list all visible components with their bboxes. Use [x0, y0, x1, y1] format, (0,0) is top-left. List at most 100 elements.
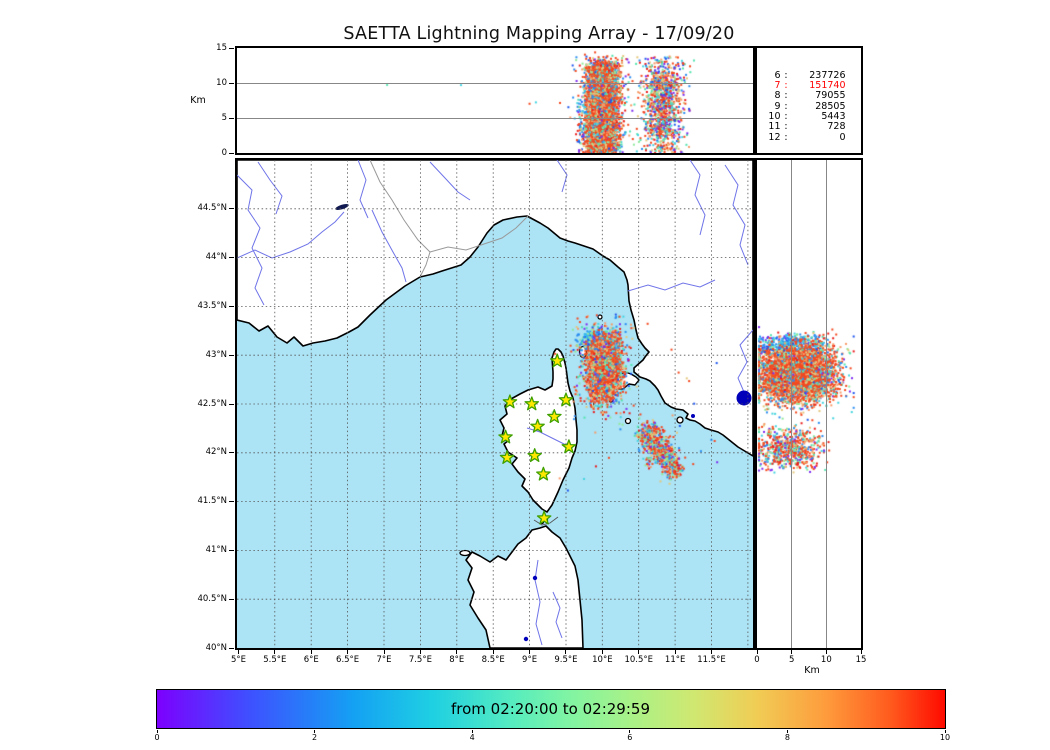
station-star-marker — [549, 352, 565, 367]
station-count-row: 10:5443 — [768, 111, 846, 123]
lon-tick — [419, 650, 421, 654]
colorbar-tick — [629, 730, 631, 733]
lat-tick-label: 41.5°N — [197, 496, 227, 507]
station-star-marker — [558, 391, 573, 406]
lat-tick-label: 41°N — [205, 544, 227, 555]
alt-tick-label: 0 — [221, 147, 227, 158]
altitude-longitude-panel — [234, 45, 755, 155]
colorbar-tick — [314, 730, 316, 733]
lon-tick-label: 7.5°E — [408, 655, 432, 665]
alt-tick-label: 15 — [855, 655, 867, 665]
lon-tick-label: 10°E — [592, 655, 613, 665]
alt-tick — [756, 650, 758, 654]
alt-tick — [229, 117, 234, 119]
station-star-marker — [502, 393, 517, 408]
station-star-marker — [529, 418, 545, 433]
station-count-row: 7:151740 — [774, 79, 846, 91]
colorbar-tick — [944, 730, 946, 733]
lon-tick — [456, 650, 458, 654]
altitude-longitude-scatter — [236, 47, 753, 153]
station-count-row: 12:0 — [768, 131, 846, 143]
station-count-row: 9:28505 — [774, 100, 846, 112]
station-star-marker — [497, 429, 513, 443]
top-panel-ylabel: Km — [190, 95, 206, 106]
alt-tick-label: 10 — [216, 77, 227, 88]
station-star-marker — [546, 408, 562, 423]
gridline — [825, 159, 827, 648]
lon-tick — [565, 650, 567, 654]
lon-tick — [711, 650, 713, 654]
page-title: SAETTA Lightning Mapping Array - 17/09/2… — [343, 24, 735, 44]
lat-tick-label: 42°N — [205, 447, 227, 458]
lon-tick — [310, 650, 312, 654]
lon-tick-label: 11°E — [664, 655, 686, 665]
colorbar: from 02:20:00 to 02:29:59 — [155, 688, 946, 729]
lat-tick — [229, 257, 234, 259]
lon-tick — [347, 650, 349, 654]
station-star-marker — [561, 438, 576, 453]
lat-tick — [229, 208, 234, 210]
colorbar-tick — [786, 730, 788, 733]
lon-tick-label: 6°E — [303, 655, 319, 665]
colorbar-tick-label: 4 — [469, 733, 475, 742]
lat-tick-label: 40°N — [205, 642, 227, 653]
station-count-table: 6:237726 7:151740 8:79055 9:28505 10:5443 11:… — [757, 69, 861, 144]
lat-tick — [229, 452, 234, 454]
lon-tick — [601, 650, 603, 654]
right-panel-xlabel: Km — [804, 665, 820, 676]
colorbar-tick-label: 8 — [784, 733, 790, 742]
lat-tick-label: 40.5°N — [197, 593, 227, 604]
alt-tick-label: 15 — [216, 42, 227, 53]
lon-tick — [529, 650, 531, 654]
alt-tick — [825, 650, 827, 654]
lon-tick — [492, 650, 494, 654]
map-panel — [234, 157, 755, 650]
colorbar-tick — [156, 730, 158, 733]
station-star-marker — [523, 395, 539, 410]
alt-tick — [791, 650, 793, 654]
lon-tick-label: 11.5°E — [697, 655, 726, 665]
lat-tick — [229, 549, 234, 551]
lon-tick — [674, 650, 676, 654]
colorbar-tick-label: 0 — [154, 733, 160, 742]
lat-tick-label: 43°N — [205, 349, 227, 360]
lat-tick — [229, 598, 234, 600]
gridline — [236, 82, 753, 84]
station-star-marker — [499, 449, 514, 464]
lat-tick — [229, 305, 234, 307]
station-markers — [497, 352, 576, 525]
lat-tick-label: 44.5°N — [197, 203, 227, 214]
lat-tick — [229, 403, 234, 405]
lon-tick — [274, 650, 276, 654]
lat-tick-label: 44°N — [205, 252, 227, 263]
lon-tick-label: 5.5°E — [263, 655, 287, 665]
map-scatter — [236, 159, 753, 648]
alt-tick — [229, 152, 234, 154]
altitude-latitude-scatter — [756, 159, 861, 648]
station-star-marker — [535, 466, 551, 481]
colorbar-tick — [471, 730, 473, 733]
station-count-row: 6:237726 — [774, 69, 846, 81]
alt-tick-label: 5 — [221, 112, 227, 123]
lon-tick — [383, 650, 385, 654]
colorbar-label: from 02:20:00 to 02:29:59 — [450, 699, 650, 718]
lon-tick-label: 8.5°E — [481, 655, 505, 665]
lon-tick-label: 9°E — [522, 655, 538, 665]
alt-tick-label: 0 — [754, 655, 760, 665]
alt-tick — [229, 82, 234, 84]
station-star-marker — [536, 510, 551, 525]
altitude-latitude-panel — [754, 157, 863, 650]
station-star-marker — [526, 447, 542, 462]
colorbar-tick-label: 6 — [627, 733, 633, 742]
lon-tick-label: 5°E — [230, 655, 246, 665]
colorbar-tick-label: 2 — [312, 733, 318, 742]
alt-tick-label: 10 — [820, 655, 832, 665]
lon-tick-label: 7°E — [376, 655, 392, 665]
lon-tick-label: 10.5°E — [624, 655, 653, 665]
lat-tick — [229, 354, 234, 356]
station-count-row: 8:79055 — [774, 90, 846, 102]
gridline — [791, 159, 793, 648]
lat-tick — [229, 647, 234, 649]
lon-tick-label: 6.5°E — [336, 655, 360, 665]
